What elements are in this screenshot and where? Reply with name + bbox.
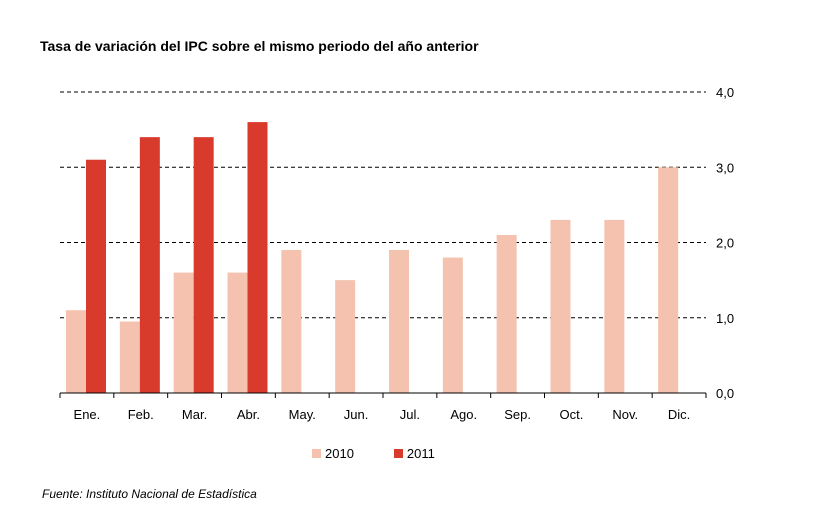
bar-2010 [335,280,356,393]
y-tick-label: 0,0 [716,386,734,401]
bar-2011 [139,137,160,393]
x-tick-label: Sep. [504,407,531,422]
bar-2010 [389,250,409,393]
y-axis-labels: 0,0 1,0 2,0 3,0 4,0 [716,85,734,401]
x-tick-label: Oct. [559,407,583,422]
bar-2010 [442,257,463,393]
y-tick-label: 4,0 [716,85,734,100]
x-tick-label: Nov. [612,407,638,422]
bar-2010 [658,167,679,393]
chart-title: Tasa de variación del IPC sobre el mismo… [40,38,479,54]
x-tick-label: May. [289,407,316,422]
x-tick-label: Dic. [668,407,690,422]
bar-2011 [86,159,106,393]
legend-label-2011: 2011 [406,446,435,461]
legend-swatch-2011 [393,449,403,458]
bars [66,122,679,393]
y-tick-label: 1,0 [716,311,734,326]
legend: 2010 2011 [312,446,435,461]
bar-2011 [193,137,214,393]
y-tick-label: 3,0 [716,160,734,175]
legend-label-2010: 2010 [325,446,354,461]
y-tick-label: 2,0 [716,236,734,251]
x-tick-label: Abr. [237,407,260,422]
bar-2010 [66,310,86,393]
x-tick-label: Ago. [450,407,477,422]
bar-2010 [227,272,248,393]
source-note: Fuente: Instituto Nacional de Estadístic… [42,487,257,501]
x-tick-label: Ene. [74,407,101,422]
bar-2010 [496,234,517,393]
x-tick-label: Mar. [182,407,207,422]
legend-item-2010: 2010 [312,446,354,461]
bar-2010 [119,321,140,393]
legend-swatch-2010 [312,449,321,458]
bar-2011 [247,122,268,393]
x-tick-label: Jul. [400,407,420,422]
x-axis-labels: Ene. Feb. Mar. Abr. May. Jun. Jul. Ago. Sep. Oct.… [74,407,691,422]
bar-2010 [281,250,302,393]
bar-2010 [604,219,625,393]
bar-2010 [173,272,194,393]
x-tick-label: Feb. [128,407,154,422]
x-axis [59,392,707,398]
gridlines [60,91,706,319]
x-tick-label: Jun. [344,407,369,422]
legend-item-2011: 2011 [393,446,435,461]
bar-2010 [550,219,571,393]
